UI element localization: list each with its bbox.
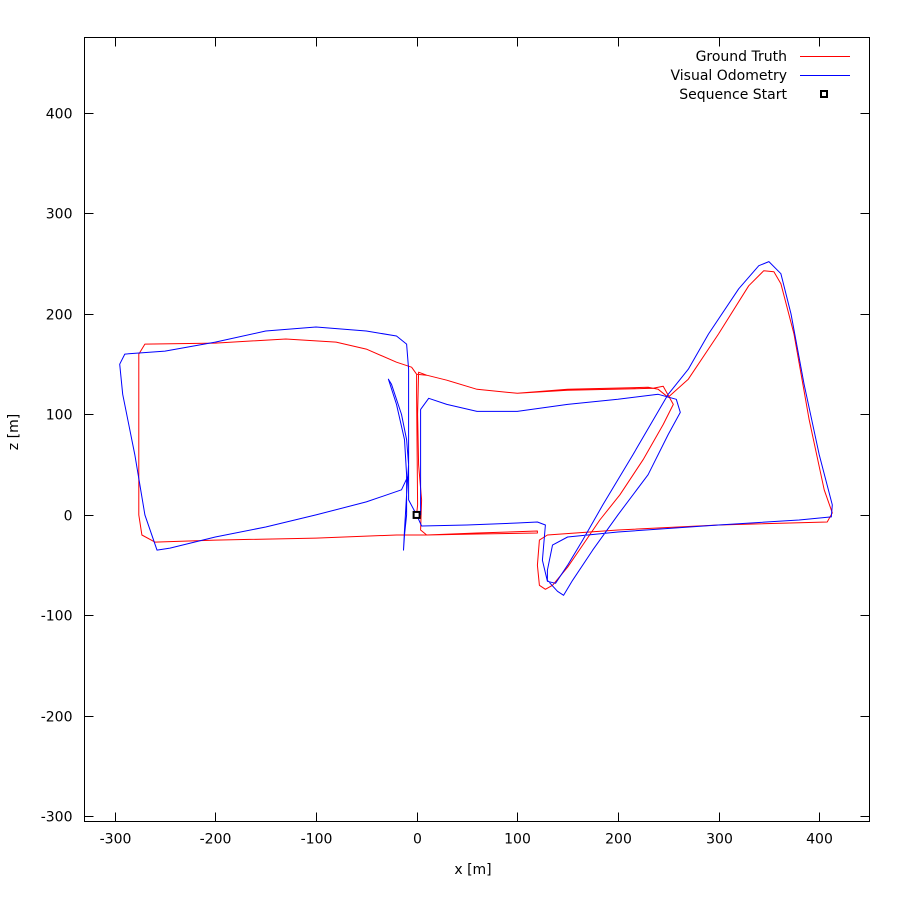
x-axis-ticks: -300 -200 -100 0 100 200 300 400: [100, 37, 833, 848]
y-tick-label: -200: [41, 710, 73, 726]
x-tick-label: 100: [504, 832, 531, 848]
x-tick-label: 400: [806, 832, 833, 848]
legend-swatch-sequence-start: [820, 90, 828, 98]
legend-label-sequence-start: Sequence Start: [679, 87, 787, 103]
series-line-visual-odometry: [119, 261, 833, 596]
plot-frame: [84, 37, 870, 822]
y-tick-label: -300: [41, 810, 73, 826]
x-axis-label: x [m]: [454, 862, 491, 878]
y-tick-label: 100: [46, 408, 73, 424]
trajectory-series: [119, 261, 833, 596]
x-tick-label: -200: [200, 832, 232, 848]
legend-label-visual-odometry: Visual Odometry: [671, 68, 788, 84]
y-tick-label: 0: [64, 509, 73, 525]
x-tick-label: 300: [706, 832, 733, 848]
markers: [412, 510, 421, 519]
series-line-ground-truth: [138, 270, 833, 590]
y-tick-label: -100: [41, 609, 73, 625]
y-tick-label: 400: [46, 107, 73, 123]
legend-label-ground-truth: Ground Truth: [696, 49, 787, 65]
y-tick-label: 300: [46, 207, 73, 223]
x-tick-label: 0: [413, 832, 422, 848]
y-axis-ticks: -300 -200 -100 0 100 200 300 400: [41, 107, 870, 826]
x-tick-label: -300: [100, 832, 132, 848]
x-tick-label: -100: [301, 832, 333, 848]
x-tick-label: 200: [605, 832, 632, 848]
y-axis-label: z [m]: [6, 414, 22, 450]
y-tick-label: 200: [46, 308, 73, 324]
sequence-start-marker: [412, 510, 421, 519]
legend: Ground Truth Visual Odometry Sequence Star…: [671, 49, 850, 103]
